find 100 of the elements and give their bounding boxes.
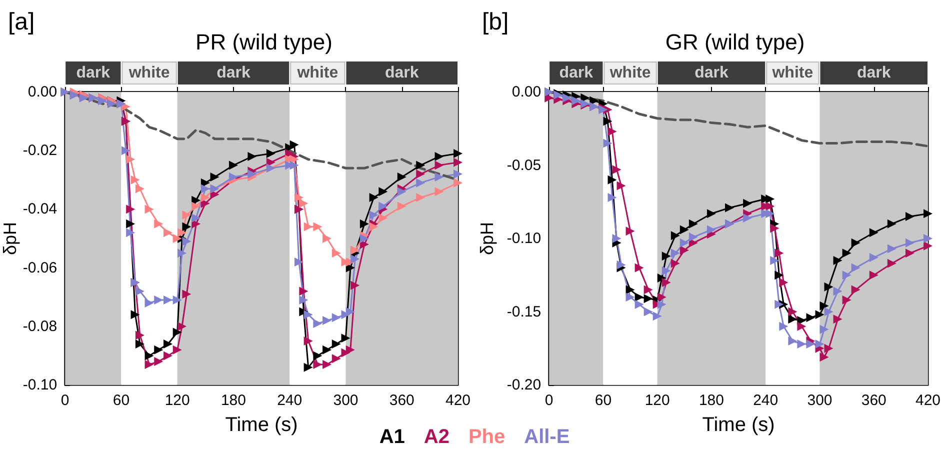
point — [905, 238, 914, 248]
point — [182, 210, 192, 220]
x-tick-label: 420 — [445, 392, 471, 409]
band-label: dark — [216, 64, 250, 82]
y-tick-label: -0.10 — [22, 376, 58, 394]
point — [869, 253, 878, 262]
point — [766, 194, 775, 204]
point — [434, 187, 444, 196]
point — [79, 93, 88, 102]
band-label: white — [608, 64, 651, 82]
point — [603, 138, 612, 148]
point — [294, 257, 304, 266]
point — [228, 160, 238, 170]
point — [797, 322, 806, 331]
point — [662, 252, 671, 261]
point — [824, 344, 834, 353]
point — [200, 192, 210, 202]
band-label: dark — [384, 64, 419, 82]
point — [770, 256, 780, 265]
point — [644, 294, 653, 304]
point — [820, 324, 829, 334]
point — [766, 202, 775, 211]
point — [670, 231, 680, 240]
point — [228, 172, 238, 182]
point — [304, 336, 313, 346]
point — [248, 170, 257, 179]
point — [815, 339, 824, 348]
x-tick-label: 180 — [220, 392, 246, 409]
point — [126, 154, 136, 164]
point — [350, 280, 360, 290]
point — [397, 202, 406, 211]
text: All-E — [524, 426, 570, 448]
point — [657, 292, 666, 302]
y-tick-label: -0.08 — [22, 318, 58, 335]
point — [616, 181, 626, 190]
text: [a] — [8, 8, 35, 36]
point — [135, 184, 144, 194]
point — [851, 263, 860, 272]
point — [172, 345, 182, 354]
point — [121, 146, 130, 156]
point — [332, 248, 341, 258]
point — [887, 244, 896, 254]
point — [416, 170, 426, 179]
point — [434, 160, 444, 170]
y-tick-label: 0.00 — [28, 84, 58, 100]
point — [680, 238, 689, 248]
point — [107, 99, 116, 108]
point — [369, 210, 378, 220]
x-tick-label: 240 — [753, 392, 778, 409]
y-axis-title: δpH — [477, 222, 497, 256]
point — [774, 300, 784, 309]
point — [824, 282, 834, 292]
point — [869, 228, 878, 238]
point — [322, 234, 332, 243]
point — [378, 187, 388, 196]
point — [774, 248, 784, 258]
point — [350, 246, 360, 255]
point — [644, 285, 653, 294]
point — [887, 219, 896, 228]
point — [603, 116, 612, 126]
point — [851, 285, 860, 294]
point — [634, 300, 644, 309]
point — [779, 322, 788, 331]
point — [192, 213, 201, 222]
point — [833, 286, 842, 296]
point — [815, 310, 824, 320]
point — [608, 127, 617, 136]
point — [820, 301, 829, 310]
chart-title: GR (wild type) — [665, 30, 805, 54]
point — [680, 225, 689, 234]
point — [360, 219, 369, 228]
point — [163, 339, 172, 348]
point — [144, 360, 154, 369]
point — [842, 296, 852, 305]
point — [416, 160, 426, 170]
point — [210, 172, 220, 182]
point — [182, 222, 192, 232]
point — [662, 266, 671, 276]
chart-title: PR (wild type) — [196, 30, 332, 54]
point — [135, 339, 144, 348]
y-tick-label: -0.04 — [22, 200, 58, 218]
point — [126, 219, 136, 228]
x-tick-label: 180 — [698, 392, 724, 409]
point — [313, 318, 322, 328]
point — [322, 316, 332, 326]
point — [434, 152, 444, 161]
band-label: dark — [76, 64, 110, 82]
point — [454, 149, 462, 158]
point — [905, 248, 914, 258]
point — [332, 339, 341, 348]
point — [770, 224, 780, 233]
text: Phe — [468, 426, 506, 448]
point — [924, 234, 932, 243]
point — [130, 175, 140, 184]
x-tick-label: 0 — [544, 392, 554, 409]
x-axis-title: Time (s) — [702, 414, 775, 436]
point — [688, 219, 698, 228]
point — [924, 209, 932, 218]
point — [572, 96, 581, 106]
point — [657, 300, 666, 309]
